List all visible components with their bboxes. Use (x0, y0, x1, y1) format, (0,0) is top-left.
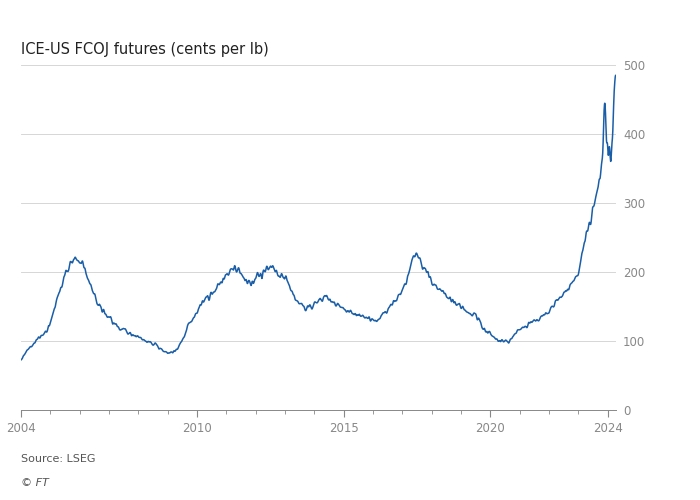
Text: Source: LSEG: Source: LSEG (21, 454, 95, 464)
Text: ICE-US FCOJ futures (cents per lb): ICE-US FCOJ futures (cents per lb) (21, 42, 269, 57)
Text: © FT: © FT (21, 478, 49, 488)
